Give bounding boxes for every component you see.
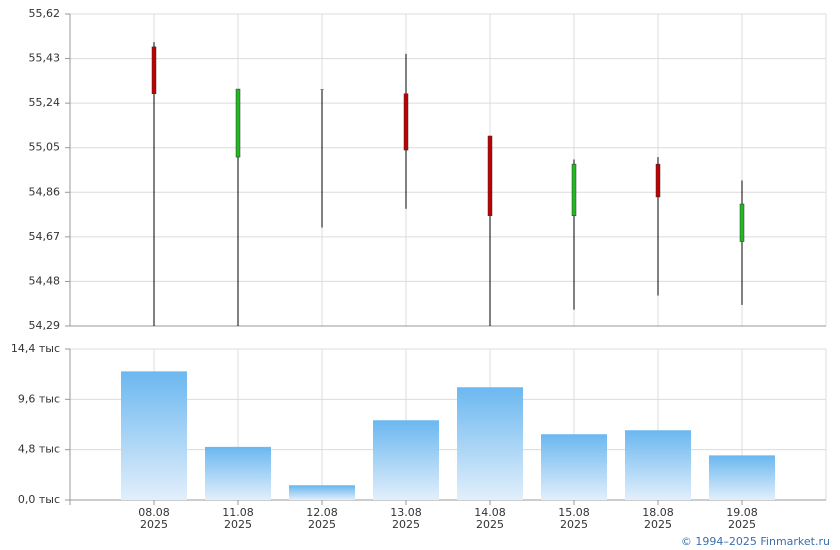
y-tick-label: 0,0 тыс: [18, 493, 60, 506]
candle-body: [655, 163, 661, 198]
x-tick-year: 2025: [560, 518, 588, 531]
candle-body: [739, 203, 745, 242]
x-tick-year: 2025: [140, 518, 168, 531]
y-tick-label: 55,62: [29, 7, 61, 20]
y-tick-label: 55,43: [29, 52, 61, 65]
copyright-link[interactable]: © 1994–2025 Finmarket.ru: [681, 535, 830, 548]
volume-bar: [205, 447, 271, 500]
volume-bar: [625, 431, 691, 500]
x-tick-year: 2025: [476, 518, 504, 531]
candle-body: [320, 89, 324, 90]
y-tick-label: 14,4 тыс: [11, 342, 60, 355]
x-tick-label: 15.08: [558, 506, 590, 519]
volume-bar: [373, 421, 439, 500]
candle-body: [151, 46, 157, 95]
volume-bar: [457, 388, 523, 500]
y-tick-label: 54,29: [29, 319, 61, 332]
candle-body: [571, 163, 577, 216]
x-tick-label: 13.08: [390, 506, 422, 519]
volume-bar: [121, 372, 187, 500]
y-tick-label: 55,24: [29, 96, 61, 109]
y-tick-label: 55,05: [29, 141, 61, 154]
candle-body: [403, 93, 409, 151]
x-tick-year: 2025: [224, 518, 252, 531]
y-tick-label: 54,48: [29, 274, 61, 287]
y-tick-label: 54,67: [29, 230, 61, 243]
x-tick-year: 2025: [392, 518, 420, 531]
candle-body: [487, 135, 493, 216]
volume-bar: [289, 486, 355, 500]
x-tick-label: 14.08: [474, 506, 506, 519]
volume-bar: [541, 434, 607, 500]
x-tick-label: 12.08: [306, 506, 338, 519]
y-tick-label: 4,8 тыс: [18, 443, 60, 456]
y-tick-label: 54,86: [29, 185, 61, 198]
volume-bar: [709, 456, 775, 500]
x-tick-label: 19.08: [726, 506, 758, 519]
x-tick-year: 2025: [728, 518, 756, 531]
y-tick-label: 9,6 тыс: [18, 392, 60, 405]
x-tick-year: 2025: [644, 518, 672, 531]
x-tick-year: 2025: [308, 518, 336, 531]
x-tick-label: 18.08: [642, 506, 674, 519]
candle-body: [235, 88, 241, 158]
x-tick-label: 08.08: [138, 506, 170, 519]
x-tick-label: 11.08: [222, 506, 254, 519]
